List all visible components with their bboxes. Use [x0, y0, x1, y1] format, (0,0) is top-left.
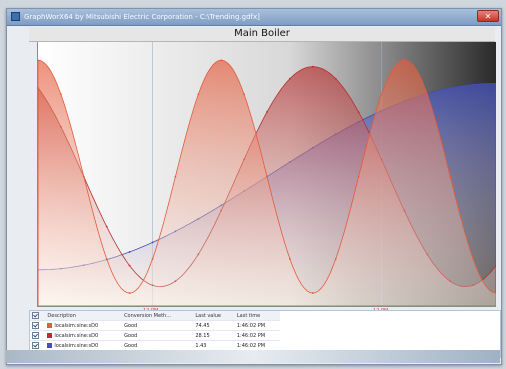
series-3-description: localsim:sine:sD0 [54, 343, 99, 349]
select-all-checkbox[interactable] [32, 312, 39, 319]
trend-chart: Main Boiler 12 PM 12 PM [29, 27, 496, 314]
series-2-checkbox[interactable] [32, 332, 39, 339]
series-1-point [174, 175, 177, 178]
series-1-area [38, 59, 496, 306]
series-2-point [311, 65, 314, 68]
series-3-last-value: 1.43 [193, 340, 235, 351]
series-1-checkbox[interactable] [32, 322, 39, 329]
series-1-point [403, 59, 406, 62]
series-1-point [426, 93, 429, 96]
series-1-point [151, 258, 154, 260]
series-3-point [151, 241, 154, 244]
window-title: GraphWorX64 by Mitsubishi Electric Corpo… [24, 13, 260, 21]
legend-header-last-value[interactable]: Last value [193, 311, 235, 321]
series-2-point [357, 111, 360, 113]
series-1-point [60, 93, 62, 96]
series-3-point [472, 83, 474, 86]
series-1-point [38, 59, 39, 62]
window-shadow-band [6, 350, 500, 363]
series-2-point [128, 264, 131, 267]
legend-row[interactable]: localsim:sine:sD0 Good 74.45 1:46:02 PM [30, 320, 280, 331]
series-1-point [128, 292, 131, 294]
series-1-point [243, 93, 246, 96]
series-1-point [197, 93, 200, 96]
series-1-point [220, 59, 223, 62]
title-bar[interactable]: GraphWorX64 by Mitsubishi Electric Corpo… [7, 9, 501, 26]
series-1-point [289, 257, 291, 260]
series-1-point [311, 292, 314, 294]
series-2-swatch [47, 333, 53, 338]
series-1-last-value: 74.45 [193, 320, 235, 331]
series-1-point [82, 175, 85, 178]
series-3-point [449, 87, 452, 89]
series-2-description: localsim:sine:sD0 [54, 333, 99, 339]
plot-area[interactable] [37, 42, 496, 307]
series-3-point [128, 251, 131, 253]
series-1-last-time: 1:46:02 PM [234, 320, 280, 331]
legend-row[interactable]: localsim:sine:sD0 Good 28.15 1:46:02 PM [30, 330, 280, 341]
series-1-swatch [47, 323, 53, 328]
legend-header-row: Description Conversion Meth... Last valu… [30, 311, 280, 321]
series-1-point [357, 175, 360, 178]
legend-header-check[interactable] [30, 311, 46, 321]
series-2-point [334, 77, 337, 80]
series-3-conversion: Good [122, 340, 194, 351]
chart-title: Main Boiler [29, 27, 495, 42]
series-1-point [334, 258, 337, 260]
series-1-description: localsim:sine:sD0 [54, 323, 99, 329]
series-2-point [266, 111, 268, 113]
series-2-point [495, 264, 496, 267]
series-2-last-time: 1:46:02 PM [234, 330, 280, 341]
series-1-conversion: Good [122, 320, 194, 331]
series-2-conversion: Good [122, 330, 194, 341]
legend-header-conversion[interactable]: Conversion Meth... [122, 311, 194, 321]
series-3-checkbox[interactable] [32, 342, 39, 349]
legend-header-last-time[interactable]: Last time [234, 311, 280, 321]
series-2-point [105, 225, 108, 228]
series-1-point [449, 175, 452, 178]
app-icon [11, 12, 20, 21]
series-2-point [289, 77, 291, 80]
series-3-point [495, 82, 496, 85]
series-1-point [380, 93, 383, 96]
series-1-point [266, 175, 268, 178]
legend-header-description[interactable]: Description [45, 311, 123, 321]
legend-row[interactable]: localsim:sine:sD0 Good 1.43 1:46:02 PM [30, 340, 280, 351]
app-window: GraphWorX64 by Mitsubishi Electric Corpo… [6, 8, 502, 365]
series-3-swatch [47, 343, 53, 348]
series-2-last-value: 28.15 [193, 330, 235, 341]
series-1-point [472, 257, 474, 260]
close-button[interactable]: ✕ [477, 10, 499, 22]
plot-svg [38, 42, 496, 306]
series-3-last-time: 1:46:02 PM [234, 340, 280, 351]
series-1-point [105, 257, 108, 260]
series-1-point [495, 292, 496, 294]
